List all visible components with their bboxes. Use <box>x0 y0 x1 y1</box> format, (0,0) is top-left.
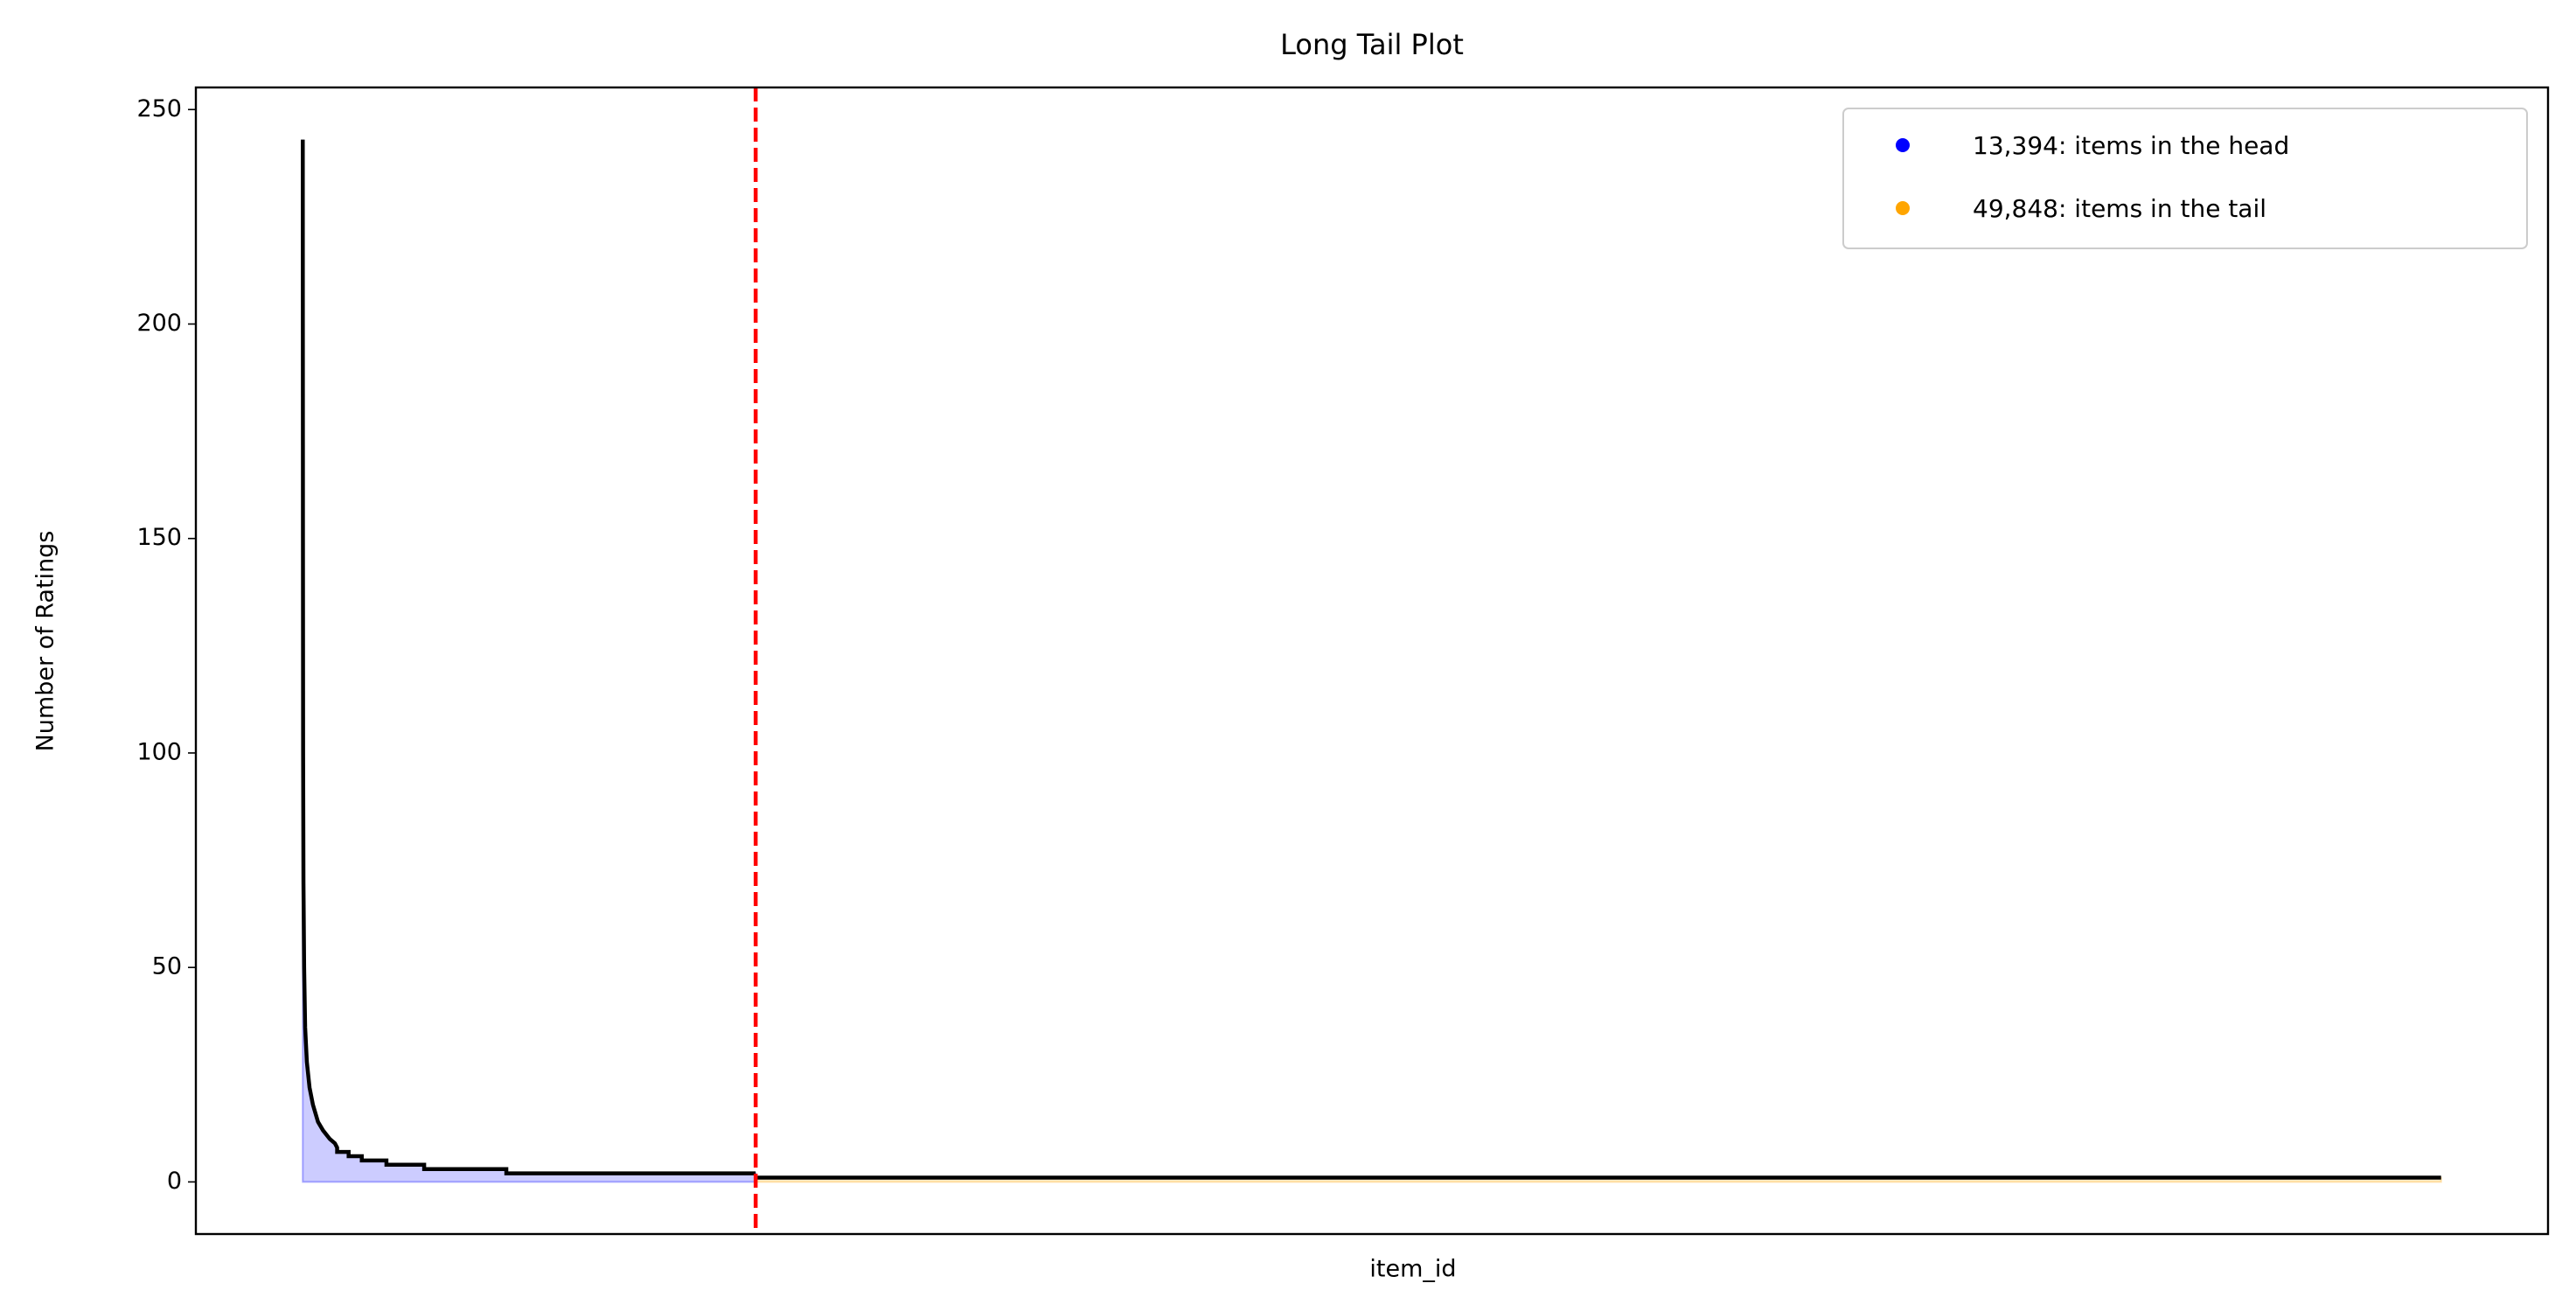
x-axis-label: item_id <box>1369 1256 1456 1283</box>
chart-title: Long Tail Plot <box>1280 28 1464 61</box>
y-axis-label: Number of Ratings <box>32 531 59 752</box>
y-tick-label: 100 <box>136 738 182 765</box>
line <box>301 139 756 1175</box>
y-tick-label: 50 <box>152 953 182 980</box>
legend-marker <box>1896 138 1910 152</box>
y-tick-label: 200 <box>136 310 182 337</box>
plot-frame <box>194 86 2550 1236</box>
area-fill <box>302 139 757 1183</box>
y-tick-label: 150 <box>136 524 182 551</box>
y-tick-label: 0 <box>167 1168 182 1195</box>
legend-label: 49,848: items in the tail <box>1973 194 2266 223</box>
legend-label: 13,394: items in the head <box>1973 131 2289 160</box>
y-tick-label: 250 <box>136 95 182 122</box>
legend-box <box>1842 108 2528 249</box>
legend-marker <box>1896 201 1910 215</box>
